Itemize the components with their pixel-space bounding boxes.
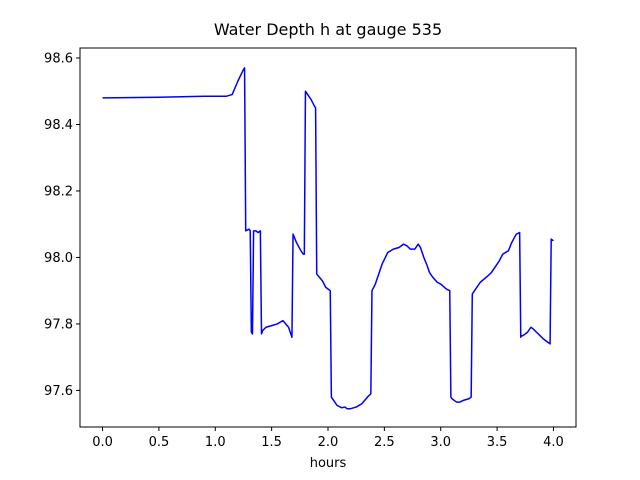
y-tick-label: 97.8 <box>44 317 73 332</box>
x-axis: 0.0 0.5 1.0 1.5 2.0 2.5 3.0 3.5 4.0 <box>92 427 564 450</box>
y-tick-label: 98.0 <box>44 251 73 266</box>
x-tick-label: 3.0 <box>430 435 451 450</box>
plot-area <box>102 67 554 410</box>
y-tick-label: 97.6 <box>44 384 73 399</box>
x-axis-label: hours <box>310 456 347 471</box>
x-tick-label: 0.0 <box>92 435 113 450</box>
chart-title: Water Depth h at gauge 535 <box>214 20 442 39</box>
x-tick-label: 2.5 <box>374 435 395 450</box>
y-tick-label: 98.2 <box>44 184 73 199</box>
x-tick-label: 4.0 <box>543 435 564 450</box>
x-tick-label: 3.5 <box>487 435 508 450</box>
x-tick-label: 0.5 <box>149 435 170 450</box>
x-tick-label: 1.5 <box>261 435 282 450</box>
y-tick-label: 98.6 <box>44 51 73 66</box>
x-tick-label: 1.0 <box>205 435 226 450</box>
y-tick-label: 98.4 <box>44 118 73 133</box>
y-axis: 97.6 97.8 98.0 98.2 98.4 98.6 <box>44 51 80 399</box>
series-line-0 <box>102 67 554 410</box>
x-tick-label: 2.0 <box>318 435 339 450</box>
